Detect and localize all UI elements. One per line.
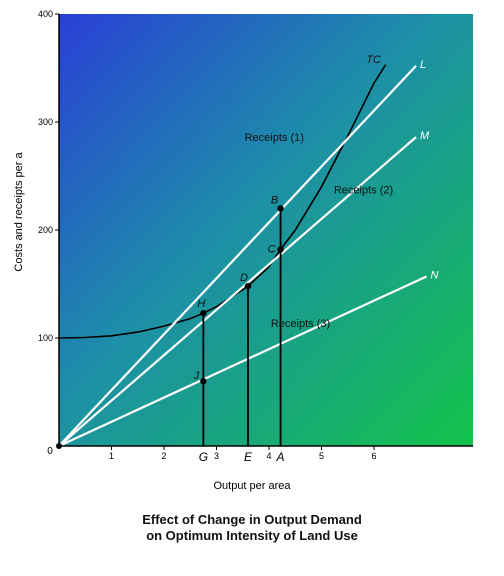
caption-line-1: Effect of Change in Output Demand (142, 512, 362, 527)
figure-caption: Effect of Change in Output Demand on Opt… (0, 512, 504, 544)
y-tick-label: 400 (38, 9, 53, 19)
series-label-receipts-3: Receipts (3) (271, 318, 330, 330)
point-label-h: H (197, 298, 205, 310)
x-point-label-g: G (199, 450, 208, 464)
y-tick-label: 300 (38, 117, 53, 127)
point-label-c: C (268, 243, 276, 255)
x-tick-label: 3 (214, 451, 219, 461)
origin-point (56, 443, 62, 449)
point-label-b: B (271, 194, 278, 206)
y-tick-label: 200 (38, 225, 53, 235)
x-tick-label: 4 (266, 451, 271, 461)
point-d (244, 282, 252, 290)
y-axis-title: Costs and receipts per a (13, 152, 25, 272)
x-tick-label: 5 (319, 451, 324, 461)
x-point-label-a: A (276, 450, 285, 464)
series-tc-label: TC (366, 54, 381, 66)
point-label-d: D (240, 272, 248, 284)
series-receipts-2-line (59, 136, 417, 446)
series-label-receipts-1: Receipts (1) (245, 132, 304, 144)
series-receipts-3-end-label: N (431, 269, 439, 281)
origin-label: 0 (47, 446, 53, 457)
point-h (200, 309, 207, 317)
x-tick-label: 2 (161, 451, 166, 461)
series-label-receipts-2: Receipts (2) (334, 184, 393, 196)
point-c (277, 246, 284, 253)
x-tick-label: 1 (109, 451, 114, 461)
series-receipts-1-end-label: L (420, 59, 426, 71)
series-receipts-1-line (59, 65, 417, 446)
series-receipts-3-line (59, 275, 427, 446)
point-j (200, 378, 207, 385)
caption-line-2: on Optimum Intensity of Land Use (146, 528, 358, 543)
series-receipts-2-end-label: M (420, 130, 430, 142)
x-point-label-e: E (244, 450, 253, 464)
point-b (277, 205, 284, 212)
point-label-j: J (193, 370, 200, 382)
x-axis-title: Output per area (213, 480, 291, 492)
x-tick-label: 6 (371, 451, 376, 461)
y-tick-label: 100 (38, 333, 53, 343)
